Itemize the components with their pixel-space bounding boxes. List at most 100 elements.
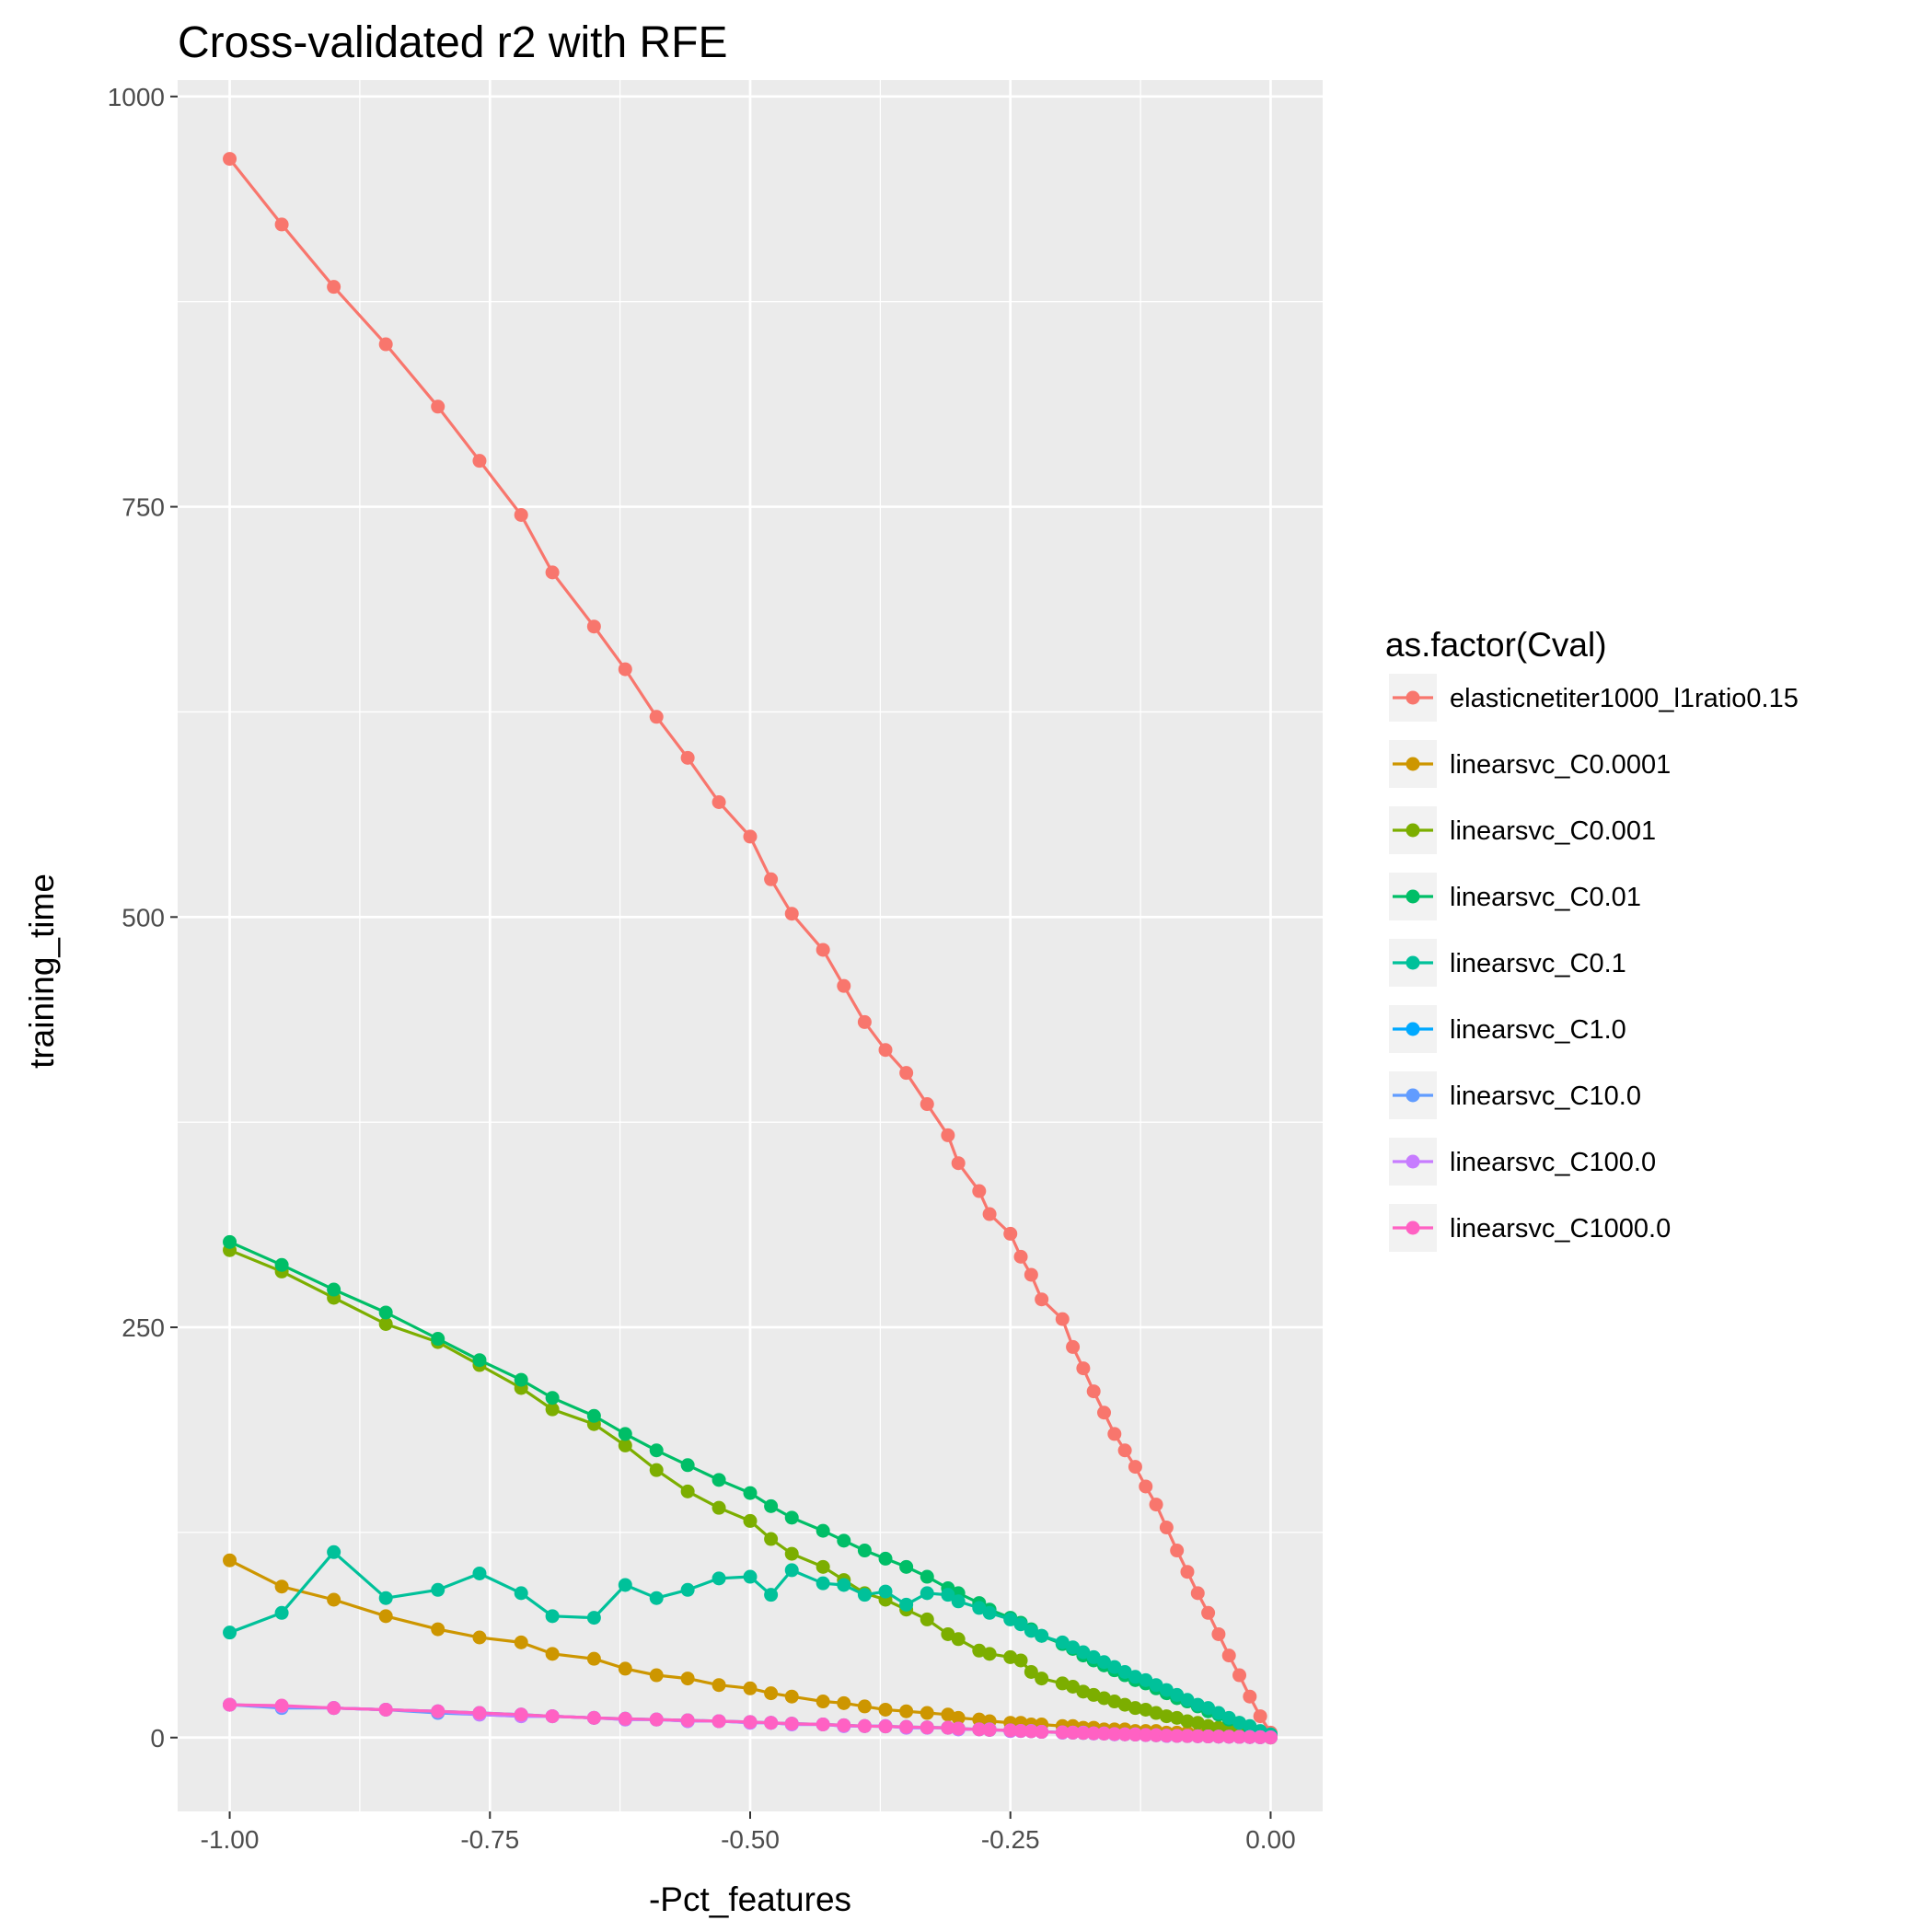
data-point [1190, 1697, 1205, 1712]
data-point [1180, 1565, 1195, 1579]
data-point [941, 1626, 955, 1641]
legend-key-point [1406, 823, 1420, 838]
data-point [1107, 1727, 1122, 1741]
legend-key-point [1406, 1088, 1420, 1103]
data-point [1024, 1624, 1038, 1638]
y-tick-label: 250 [121, 1313, 165, 1342]
data-point [1139, 1728, 1153, 1742]
data-point [545, 1709, 560, 1724]
data-point [1035, 1292, 1049, 1307]
legend-key-point [1406, 955, 1420, 970]
data-point [1139, 1672, 1153, 1687]
data-point [1117, 1727, 1132, 1741]
chart-title: Cross-validated r2 with RFE [178, 18, 728, 67]
data-point [431, 399, 445, 414]
data-point [618, 1578, 632, 1592]
data-point [514, 1707, 528, 1722]
data-point [431, 1582, 445, 1597]
data-point [274, 1698, 289, 1713]
series [223, 1697, 1278, 1745]
y-tick-label: 500 [121, 903, 165, 931]
legend-item: linearsvc_C0.1 [1389, 939, 1626, 987]
data-point [878, 1551, 893, 1566]
data-point [1180, 1714, 1195, 1729]
data-point [1097, 1406, 1112, 1420]
data-point [378, 1305, 393, 1320]
data-point [545, 1391, 560, 1406]
data-point [878, 1043, 893, 1058]
data-point [274, 217, 289, 232]
data-point [1139, 1479, 1153, 1494]
legend-item: linearsvc_C100.0 [1389, 1138, 1656, 1186]
data-point [816, 1576, 830, 1591]
plot-area: -1.00 -0.75 -0.50 -0.25 0.00 0 250 500 750 1000 [108, 80, 1323, 1854]
data-point [1211, 1706, 1226, 1720]
data-point [274, 1257, 289, 1272]
data-point [1024, 1724, 1038, 1739]
data-point [1128, 1701, 1142, 1716]
data-point [1128, 1728, 1142, 1742]
legend-item: linearsvc_C1000.0 [1389, 1204, 1671, 1252]
y-tick-label: 0 [150, 1724, 165, 1753]
data-point [1149, 1498, 1163, 1512]
data-point [1003, 1649, 1018, 1664]
data-point [1097, 1655, 1112, 1670]
data-point [327, 1544, 341, 1559]
data-point [1076, 1361, 1091, 1376]
data-point [223, 1697, 237, 1712]
data-point [857, 1718, 872, 1733]
data-point [1170, 1729, 1185, 1743]
legend-label: linearsvc_C0.1 [1450, 949, 1626, 978]
y-axis-title: training_time [23, 873, 61, 1069]
data-point [1003, 1612, 1018, 1626]
data-point [743, 1513, 758, 1528]
data-point [1107, 1660, 1122, 1674]
data-point [764, 1498, 779, 1513]
data-point [1221, 1730, 1236, 1744]
data-point [618, 1711, 632, 1726]
data-point [1117, 1443, 1132, 1458]
data-point [1221, 1649, 1236, 1663]
data-point [1201, 1701, 1216, 1716]
data-point [784, 1717, 799, 1731]
data-point [857, 1588, 872, 1602]
data-point [618, 1427, 632, 1441]
data-point [1086, 1726, 1101, 1741]
data-point [1066, 1640, 1081, 1655]
data-point [784, 1563, 799, 1578]
data-point [764, 1716, 779, 1730]
data-point [1201, 1718, 1216, 1733]
legend-label: linearsvc_C0.001 [1450, 816, 1656, 846]
data-point [1190, 1716, 1205, 1730]
data-point [1211, 1626, 1226, 1641]
data-point [1159, 1729, 1174, 1743]
data-point [857, 1699, 872, 1714]
data-point [274, 1579, 289, 1594]
data-point [1253, 1709, 1267, 1724]
data-point [545, 1647, 560, 1661]
data-point [649, 1463, 664, 1477]
data-point [1190, 1729, 1205, 1743]
data-point [743, 1681, 758, 1695]
data-point [1013, 1617, 1028, 1632]
data-point [1035, 1725, 1049, 1740]
data-point [649, 1443, 664, 1458]
data-point [1243, 1730, 1257, 1744]
data-point [1097, 1691, 1112, 1706]
series [223, 1544, 1278, 1741]
data-point [1232, 1668, 1247, 1683]
legend-item: linearsvc_C0.01 [1389, 873, 1641, 920]
data-point [899, 1597, 914, 1612]
data-point [1066, 1725, 1081, 1740]
data-point [857, 1544, 872, 1558]
data-point [223, 1553, 237, 1568]
data-point [514, 1372, 528, 1387]
data-point [1055, 1635, 1070, 1649]
data-point [649, 710, 664, 724]
legend-label: linearsvc_C100.0 [1450, 1148, 1656, 1177]
data-point [1170, 1710, 1185, 1725]
data-point [472, 1706, 487, 1720]
data-point [878, 1584, 893, 1599]
data-point [1159, 1683, 1174, 1697]
